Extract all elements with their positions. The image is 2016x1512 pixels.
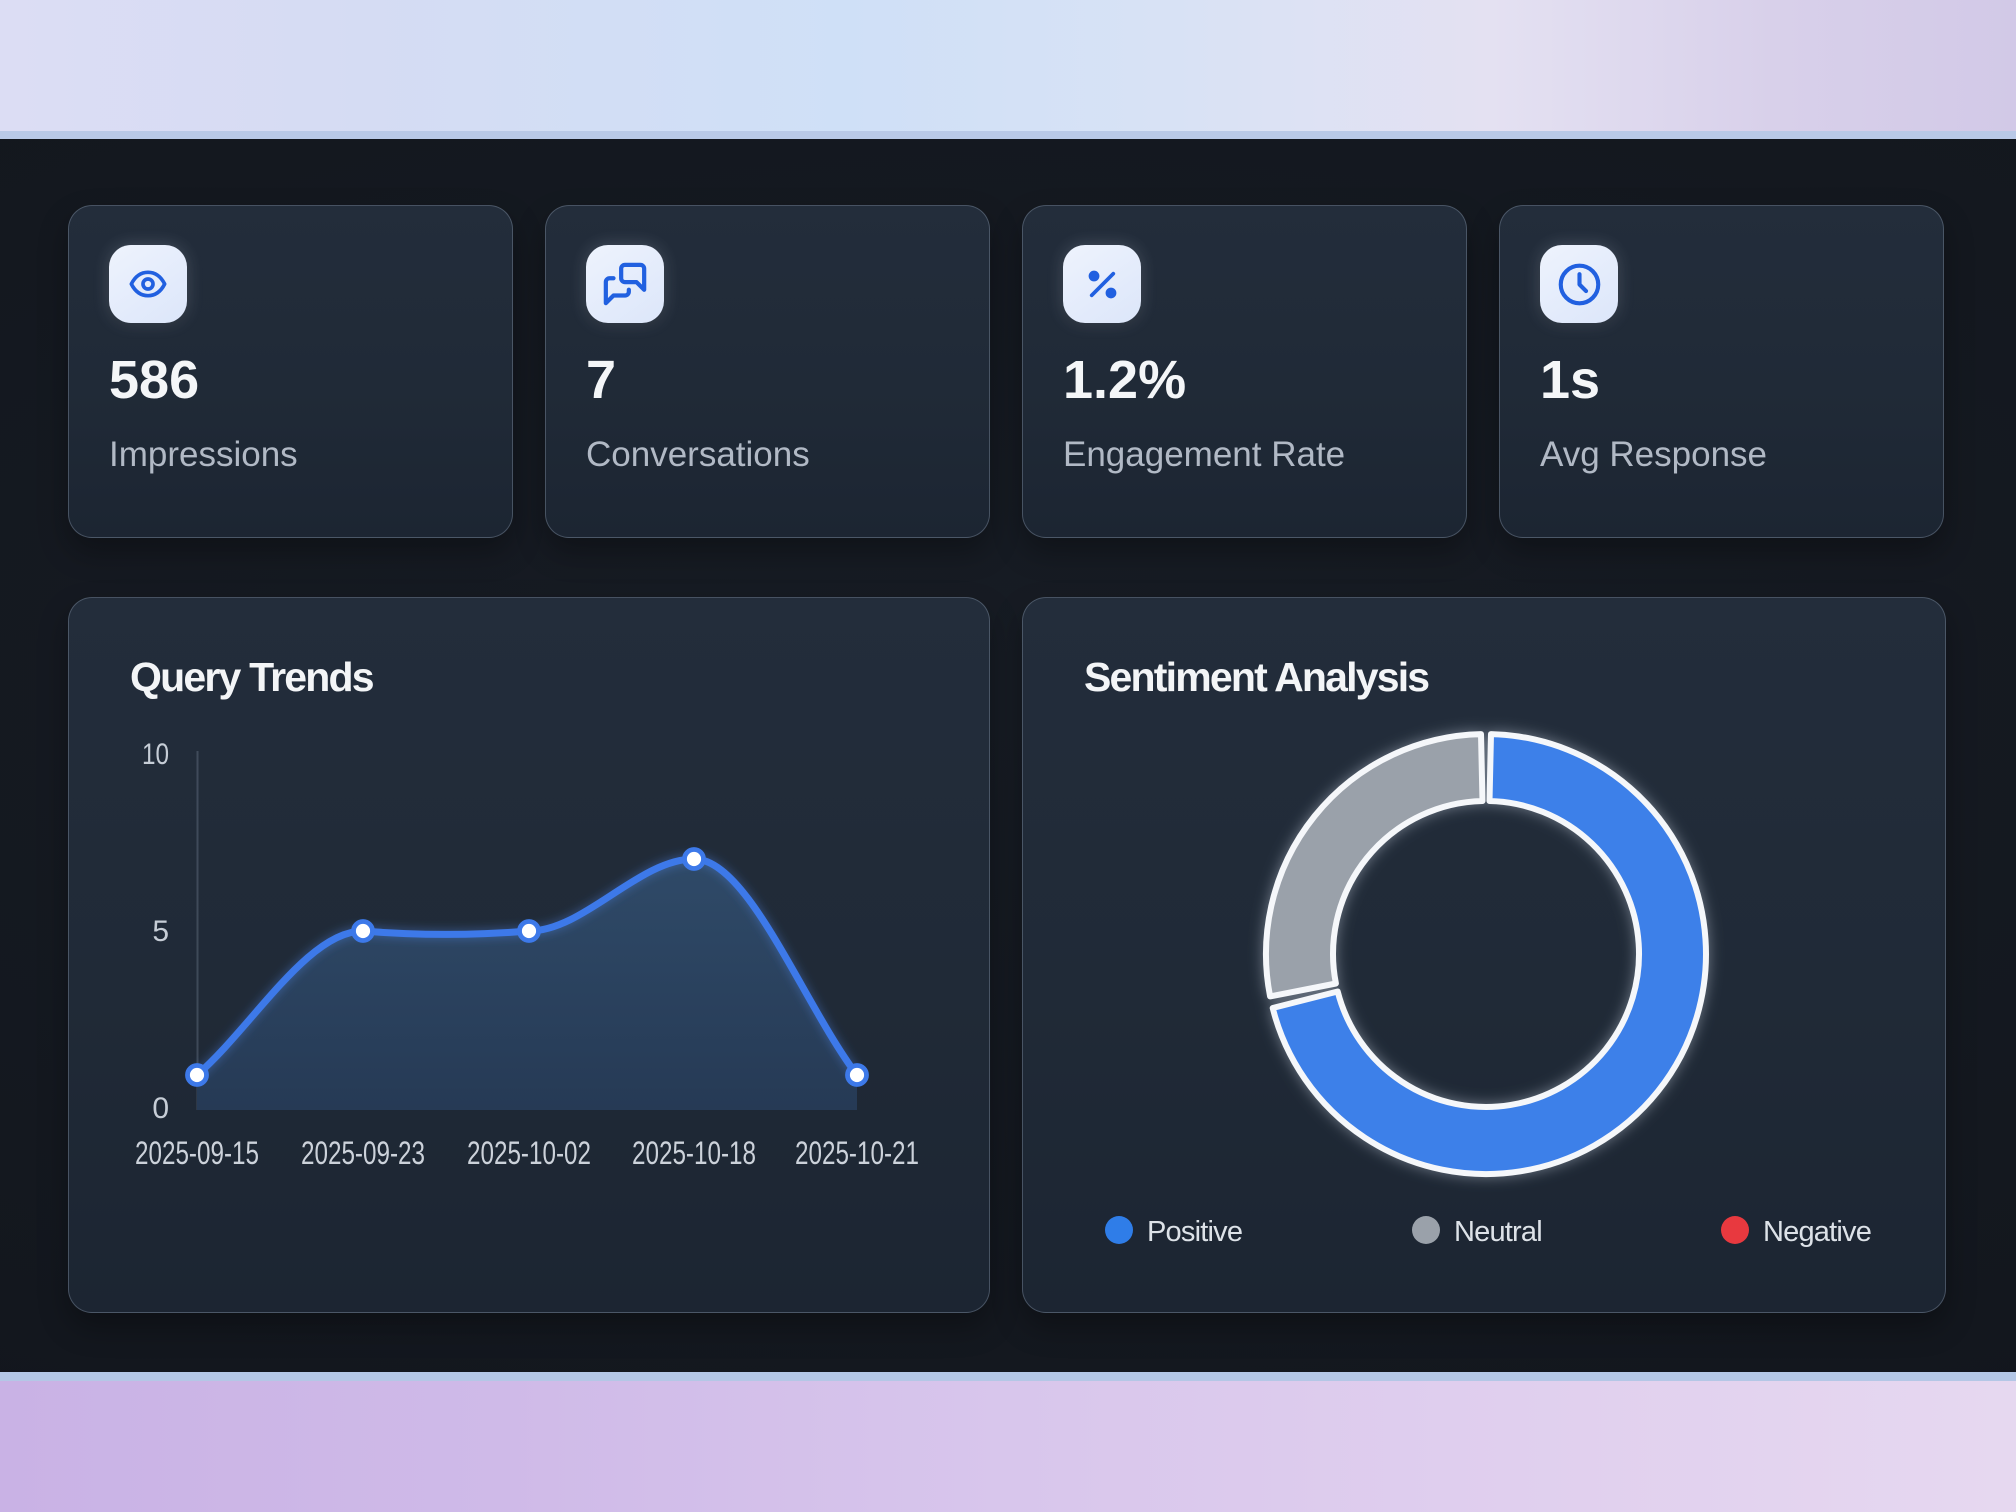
svg-text:Positive: Positive bbox=[1147, 1216, 1242, 1248]
svg-text:2025-10-02: 2025-10-02 bbox=[467, 1135, 591, 1171]
svg-text:2025-09-23: 2025-09-23 bbox=[301, 1135, 425, 1171]
svg-text:2025-10-18: 2025-10-18 bbox=[632, 1135, 756, 1171]
svg-text:10: 10 bbox=[142, 738, 169, 771]
svg-text:5: 5 bbox=[152, 915, 169, 948]
svg-text:2025-09-15: 2025-09-15 bbox=[135, 1135, 259, 1171]
svg-text:2025-10-21: 2025-10-21 bbox=[795, 1135, 919, 1171]
svg-text:0: 0 bbox=[152, 1092, 169, 1125]
svg-text:Neutral: Neutral bbox=[1454, 1216, 1542, 1248]
svg-text:Negative: Negative bbox=[1763, 1216, 1871, 1248]
